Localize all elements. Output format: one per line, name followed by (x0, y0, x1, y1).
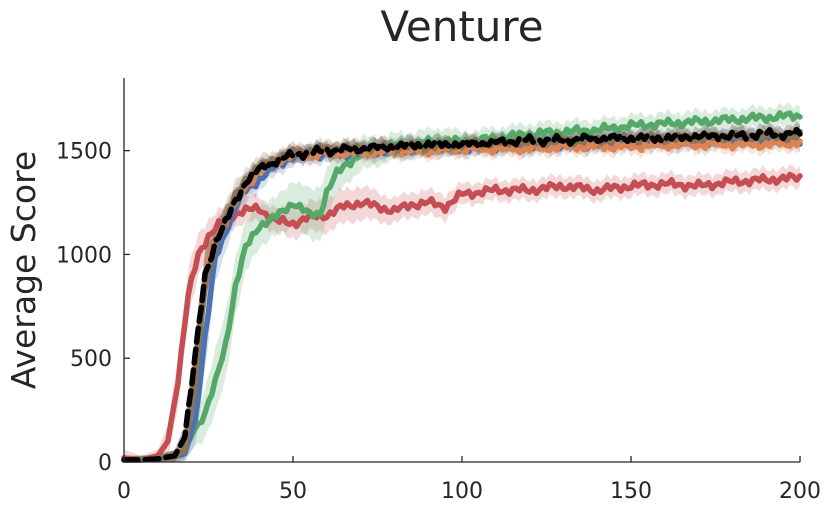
confidence-bands (124, 102, 800, 463)
series-line-0 (121, 171, 803, 463)
series-lines (121, 110, 803, 463)
series-line-1 (121, 110, 803, 463)
y-tick-label: 1000 (56, 243, 112, 268)
series-line-5 (121, 126, 803, 463)
series-band-1 (124, 102, 800, 462)
axis-ticks: 0 50 100 150 200 0 500 1000 1500 (56, 140, 821, 504)
y-tick-label: 0 (98, 451, 112, 476)
x-tick-label: 200 (779, 479, 821, 504)
chart-title: Venture (380, 2, 543, 51)
y-axis-label: Average Score (4, 151, 43, 389)
x-tick-label: 50 (279, 479, 307, 504)
y-tick-label: 500 (70, 347, 112, 372)
x-tick-label: 150 (610, 479, 652, 504)
x-tick-label: 100 (441, 479, 483, 504)
y-tick-label: 1500 (56, 140, 112, 165)
x-tick-label: 0 (117, 479, 131, 504)
